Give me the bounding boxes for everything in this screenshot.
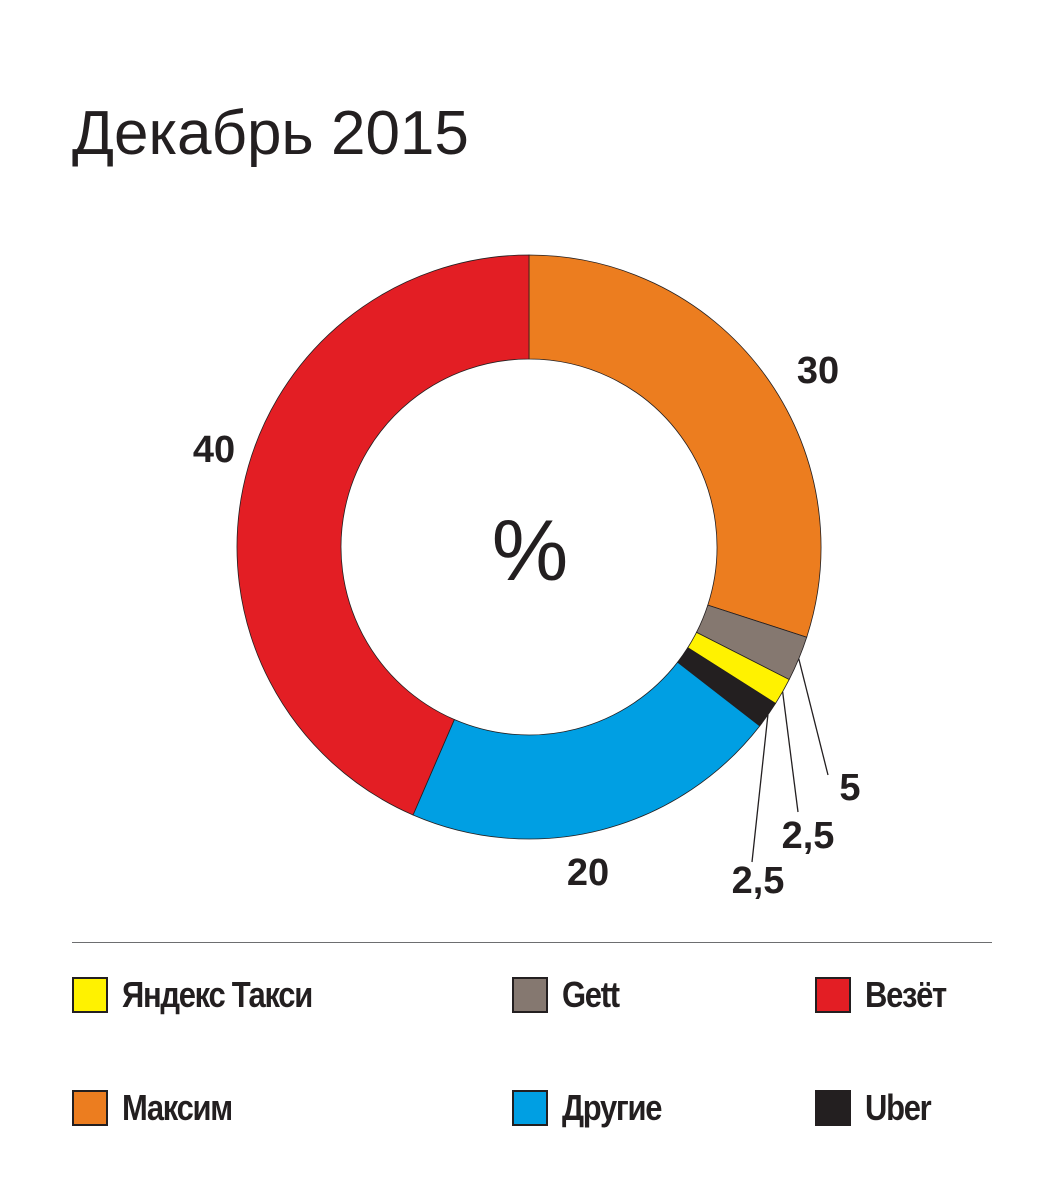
slice-0 xyxy=(528,254,822,638)
legend-item-maxim: Максим xyxy=(72,1087,250,1128)
legend-item-yandex: Яндекс Такси xyxy=(72,974,343,1015)
chart-title: Декабрь 2015 xyxy=(72,99,469,168)
leader-lines xyxy=(751,658,829,863)
legend-item-vezet: Везёт xyxy=(815,974,959,1015)
leader-line-3 xyxy=(751,714,769,863)
legend-swatch-vezet xyxy=(815,977,851,1013)
legend-swatch-yandex xyxy=(72,977,108,1013)
legend-label-yandex: Яндекс Такси xyxy=(122,974,313,1015)
leader-line-1 xyxy=(798,658,829,776)
value-label-1: 5 xyxy=(839,767,860,809)
legend-label-drugie: Другие xyxy=(562,1087,662,1128)
leader-line-2 xyxy=(781,691,799,813)
legend-swatch-maxim xyxy=(72,1090,108,1126)
slice-5 xyxy=(236,254,530,816)
value-label-5: 40 xyxy=(193,429,235,471)
legend-label-gett: Gett xyxy=(562,974,620,1015)
donut-slices xyxy=(236,254,822,840)
value-label-2: 2,5 xyxy=(782,815,835,857)
value-label-0: 30 xyxy=(797,350,839,392)
legend-swatch-drugie xyxy=(512,1090,548,1126)
legend-swatch-uber xyxy=(815,1090,851,1126)
legend-item-drugie: Другие xyxy=(512,1087,677,1128)
legend-swatch-gett xyxy=(512,977,548,1013)
legend-item-gett: Gett xyxy=(512,974,628,1015)
legend-label-uber: Uber xyxy=(865,1087,932,1128)
slice-4 xyxy=(412,661,761,840)
legend-divider xyxy=(72,942,992,943)
value-label-4: 20 xyxy=(567,852,609,894)
center-percent-label: % xyxy=(492,503,568,599)
value-label-3: 2,5 xyxy=(732,860,785,902)
legend-item-uber: Uber xyxy=(815,1087,941,1128)
legend-label-maxim: Максим xyxy=(122,1087,233,1128)
legend-label-vezet: Везёт xyxy=(865,974,947,1015)
